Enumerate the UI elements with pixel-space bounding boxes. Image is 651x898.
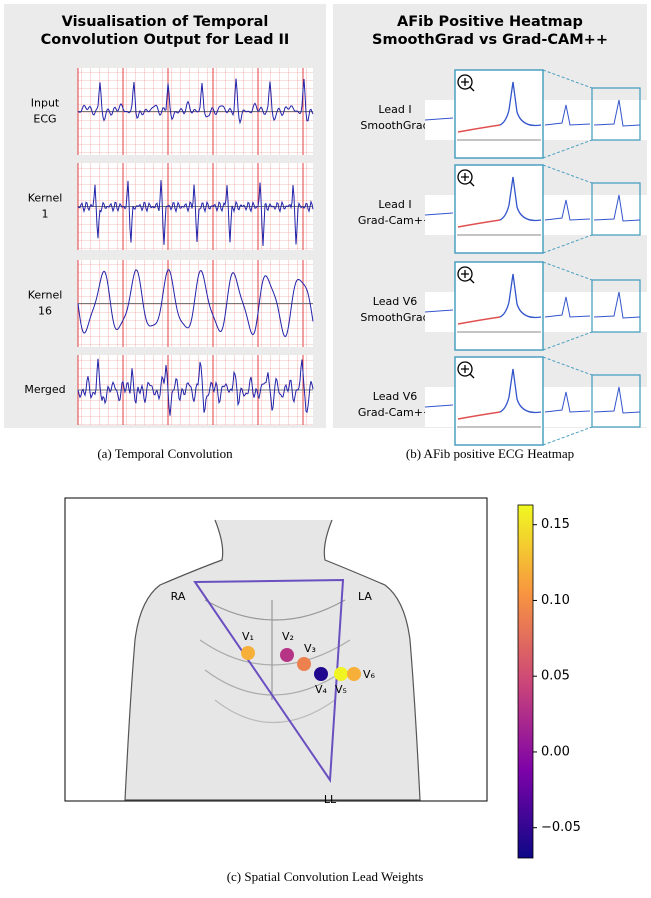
- row-label: Lead V6: [373, 390, 417, 403]
- panel-c-caption: (c) Spatial Convolution Lead Weights: [227, 869, 424, 884]
- electrode: [241, 646, 255, 660]
- panel-a-title: Convolution Output for Lead II: [41, 32, 290, 48]
- electrode-label: V₅: [335, 683, 347, 696]
- panel-b-title: SmoothGrad vs Grad-CAM++: [372, 32, 608, 48]
- colorbar-tick-label: 0.00: [541, 744, 570, 759]
- mini-trace: [544, 199, 591, 221]
- row-label: Lead V6: [373, 295, 417, 308]
- electrode: [347, 667, 361, 681]
- zoom-trace-heat: [457, 124, 501, 133]
- row-label: ECG: [33, 113, 56, 126]
- panel-a-title: Visualisation of Temporal: [62, 14, 269, 30]
- electrode-label: V₁: [242, 630, 254, 643]
- row-label: SmoothGrad: [360, 311, 429, 324]
- zoom-connector: [542, 356, 593, 446]
- limb-label: LA: [358, 590, 372, 603]
- colorbar-tick-label: 0.10: [541, 593, 570, 608]
- mini-trace: [593, 99, 641, 127]
- electrode: [297, 657, 311, 671]
- colorbar-tick-label: 0.15: [541, 517, 570, 532]
- zoom-icon-plus: [461, 270, 475, 284]
- zoom-trace: [499, 81, 542, 127]
- mini-trace: [593, 194, 641, 222]
- limb-label: RA: [171, 590, 186, 603]
- mini-trace: [544, 104, 591, 126]
- limb-label: LL: [324, 793, 337, 806]
- zoom-trace-heat: [457, 219, 501, 228]
- electrode-label: V₂: [282, 630, 294, 643]
- electrode-label: V₄: [315, 683, 328, 696]
- electrode-label: V₆: [363, 668, 376, 681]
- row-label: Merged: [24, 383, 65, 396]
- zoom-trace: [499, 176, 542, 222]
- row-label: SmoothGrad: [360, 119, 429, 132]
- einthoven-triangle: [193, 578, 345, 783]
- electrode: [280, 648, 294, 662]
- mini-trace: [544, 296, 591, 318]
- ecg-trace: [77, 78, 314, 125]
- detail-box: [591, 87, 641, 141]
- row-label: Grad-Cam++: [358, 214, 432, 227]
- row-label: Grad-Cam++: [358, 406, 432, 419]
- row-label: Kernel: [28, 192, 63, 205]
- row-label: Lead I: [378, 103, 411, 116]
- detail-box: [591, 279, 641, 333]
- panel-b-title: AFib Positive Heatmap: [397, 14, 583, 30]
- electrode: [314, 667, 328, 681]
- mini-trace: [424, 212, 454, 216]
- zoom-trace-heat: [457, 411, 501, 420]
- mini-trace: [424, 309, 454, 313]
- detail-box: [591, 182, 641, 236]
- ecg-trace: [77, 180, 314, 247]
- row-label: Lead I: [378, 198, 411, 211]
- zoom-connector: [542, 164, 593, 254]
- electrode-label: V₃: [304, 642, 316, 655]
- mini-trace: [544, 391, 591, 413]
- colorbar-tick-label: −0.05: [541, 820, 581, 835]
- zoom-connector: [542, 261, 593, 351]
- mini-trace: [424, 404, 454, 408]
- zoom-trace: [499, 368, 542, 414]
- zoom-icon-plus: [461, 173, 475, 187]
- zoom-trace-heat: [457, 316, 501, 325]
- mini-trace: [593, 386, 641, 414]
- body-outline: [124, 519, 421, 801]
- colorbar: [517, 504, 534, 859]
- ecg-trace: [77, 269, 314, 338]
- zoom-trace: [499, 273, 542, 319]
- row-label: 1: [42, 208, 49, 221]
- detail-box: [591, 374, 641, 428]
- mini-trace: [424, 117, 454, 121]
- zoom-icon-plus: [461, 365, 475, 379]
- colorbar-tick-label: 0.05: [541, 669, 570, 684]
- row-label: Kernel: [28, 289, 63, 302]
- panel-a-caption: (a) Temporal Convolution: [97, 446, 233, 461]
- mini-trace: [593, 291, 641, 319]
- row-label: 16: [38, 305, 52, 318]
- zoom-icon-plus: [461, 78, 475, 92]
- row-label: Input: [31, 97, 60, 110]
- ecg-trace: [77, 358, 314, 416]
- zoom-connector: [542, 69, 593, 159]
- electrode: [334, 667, 348, 681]
- panel-b-caption: (b) AFib positive ECG Heatmap: [406, 446, 574, 461]
